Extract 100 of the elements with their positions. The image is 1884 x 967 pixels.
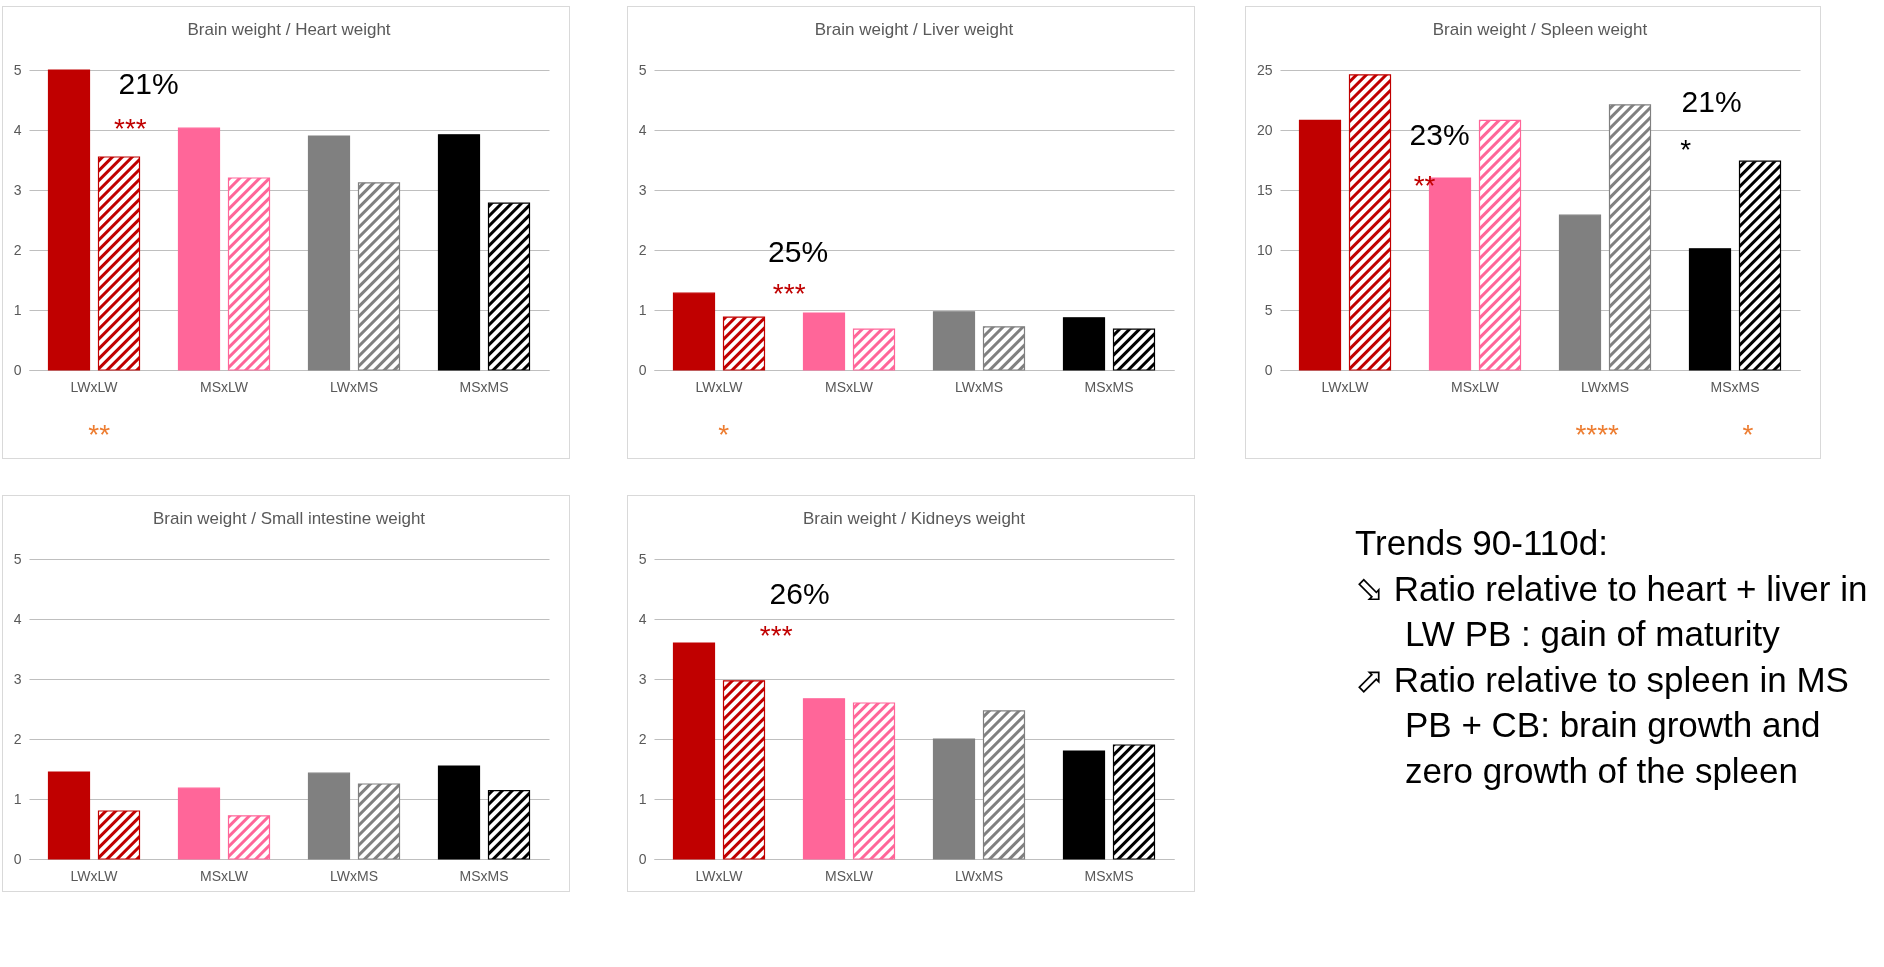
bar <box>357 182 401 371</box>
y-tick-label: 5 <box>638 550 647 567</box>
bar <box>227 815 271 860</box>
y-tick-label: 3 <box>13 670 22 687</box>
x-tick-label: LWxLW <box>1321 378 1370 395</box>
y-tick-label: 0 <box>13 361 22 378</box>
x-tick-label: MSxLW <box>200 378 249 395</box>
annotation: 21% <box>1681 85 1742 118</box>
y-tick-label: 5 <box>13 61 22 78</box>
y-tick-label: 2 <box>638 241 647 258</box>
bar <box>1062 750 1106 860</box>
bar <box>722 680 766 860</box>
bar <box>672 642 716 860</box>
y-tick-label: 20 <box>1256 121 1273 138</box>
y-tick-label: 1 <box>13 301 22 318</box>
chart-title: Brain weight / Liver weight <box>814 20 1014 39</box>
x-tick-label: LWxLW <box>695 867 744 884</box>
chart-title: Brain weight / Heart weight <box>187 20 391 39</box>
bar <box>357 783 401 860</box>
bar <box>487 790 531 860</box>
bar <box>1738 160 1782 371</box>
y-tick-label: 1 <box>638 301 647 318</box>
x-tick-label: MSxMS <box>459 867 509 884</box>
bar <box>177 787 221 860</box>
y-tick-label: 3 <box>638 670 647 687</box>
y-tick-label: 0 <box>1264 361 1273 378</box>
y-tick-label: 2 <box>13 241 22 258</box>
x-tick-label: MSxMS <box>1084 867 1134 884</box>
bar <box>802 312 846 371</box>
text: **** <box>1575 419 1620 450</box>
y-tick-label: 5 <box>13 550 22 567</box>
y-tick-label: 15 <box>1256 181 1273 198</box>
bar <box>1558 214 1602 371</box>
annotation: *** <box>759 620 793 651</box>
bar <box>437 134 481 371</box>
text: ⬀ Ratio relative to spleen in MS PB + CB: brain growth and zero growth of the spleen <box>1355 658 1850 792</box>
x-tick-label: LWxLW <box>70 867 119 884</box>
bar <box>1112 744 1156 860</box>
bar <box>1688 248 1732 371</box>
y-tick-label: 1 <box>13 790 22 807</box>
annotation: 25% <box>768 235 829 268</box>
y-tick-label: 0 <box>13 850 22 867</box>
bar <box>1478 119 1522 371</box>
bar <box>307 135 351 371</box>
bar <box>1112 328 1156 371</box>
annotation: * <box>1680 134 1692 165</box>
bar <box>487 202 531 371</box>
x-tick-label: LWxMS <box>1581 378 1629 395</box>
text: Trends 90-110d: <box>1355 522 1609 564</box>
bar <box>97 810 141 860</box>
bar <box>932 738 976 860</box>
y-tick-label: 5 <box>638 61 647 78</box>
x-tick-label: LWxMS <box>330 867 378 884</box>
annotation: 21% <box>118 67 179 100</box>
bar <box>47 69 91 371</box>
bar <box>672 292 716 371</box>
bar <box>1608 104 1652 371</box>
chart-title: Brain weight / Spleen weight <box>1432 20 1648 39</box>
y-tick-label: 4 <box>13 121 22 138</box>
x-tick-label: LWxLW <box>70 378 119 395</box>
y-tick-label: 2 <box>638 730 647 747</box>
y-tick-label: 4 <box>638 121 647 138</box>
y-tick-label: 10 <box>1256 241 1273 258</box>
y-tick-label: 25 <box>1256 61 1273 78</box>
y-tick-label: 2 <box>13 730 22 747</box>
y-tick-label: 3 <box>638 181 647 198</box>
x-tick-label: MSxMS <box>1710 378 1760 395</box>
y-tick-label: 3 <box>13 181 22 198</box>
bar <box>802 698 846 860</box>
y-tick-label: 4 <box>638 610 647 627</box>
annotation: *** <box>114 113 147 144</box>
y-tick-label: 0 <box>638 361 647 378</box>
bar <box>1348 74 1392 371</box>
annotation: 23% <box>1409 118 1470 151</box>
bar <box>852 702 896 860</box>
x-tick-label: LWxLW <box>695 378 744 395</box>
bar <box>982 710 1026 860</box>
bar <box>722 316 766 371</box>
bar <box>177 127 221 371</box>
x-tick-label: MSxMS <box>1084 378 1134 395</box>
bar <box>1298 119 1342 371</box>
y-tick-label: 1 <box>638 790 647 807</box>
x-tick-label: MSxLW <box>1451 378 1500 395</box>
bar <box>307 772 351 860</box>
x-tick-label: MSxLW <box>825 378 874 395</box>
x-tick-label: MSxMS <box>459 378 509 395</box>
text: ** <box>88 419 111 450</box>
bar <box>97 156 141 371</box>
annotation: 26% <box>769 577 830 610</box>
x-tick-label: MSxLW <box>200 867 249 884</box>
bar <box>932 311 976 371</box>
text: * <box>718 419 730 450</box>
bar <box>1062 317 1106 371</box>
x-tick-label: LWxMS <box>955 867 1003 884</box>
bar <box>227 177 271 371</box>
y-tick-label: 0 <box>638 850 647 867</box>
bar <box>47 771 91 860</box>
text: ⬂ Ratio relative to heart + liver in LW PB : gain of maturity <box>1355 567 1869 655</box>
chart-title: Brain weight / Small intestine weight <box>152 509 426 528</box>
y-tick-label: 5 <box>1264 301 1273 318</box>
